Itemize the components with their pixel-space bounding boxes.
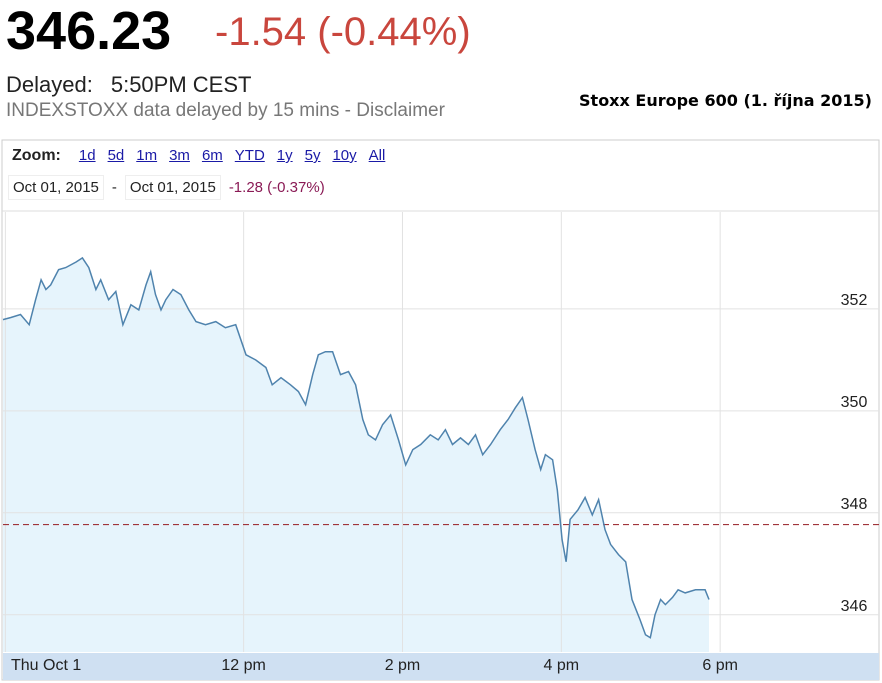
range-separator: - [111,179,117,196]
x-tick-label: 6 pm [702,657,738,674]
zoom-label: Zoom: [12,147,61,164]
date-range: Oct 01, 2015 - Oct 01, 2015 -1.28 (-0.37… [8,175,325,200]
price-change: -1.54 (-0.44%) [215,10,471,54]
zoom-option[interactable]: YTD [234,147,265,164]
price: 346.23 [6,1,172,61]
zoom-option[interactable]: 5y [304,147,321,164]
x-tick-label: Thu Oct 1 [11,657,81,674]
x-tick-label: 4 pm [544,657,580,674]
disclaimer[interactable]: INDEXSTOXX data delayed by 15 mins - Dis… [6,100,445,121]
range-change: -1.28 (-0.37%) [228,179,325,196]
price-line [2,256,710,639]
x-axis-band [3,653,879,680]
range-end[interactable]: Oct 01, 2015 [124,175,221,200]
delayed-info: Delayed: 5:50PM CEST [6,72,251,98]
x-tick-label: 12 pm [221,657,265,674]
zoom-option[interactable]: All [368,147,386,164]
y-tick-label: 348 [841,496,868,513]
zoom-option[interactable]: 1m [136,147,158,164]
range-start[interactable]: Oct 01, 2015 [8,175,104,200]
y-tick-label: 346 [841,598,868,615]
y-tick-label: 352 [841,292,868,309]
zoom-option[interactable]: 6m [201,147,223,164]
zoom-option[interactable]: 1d [78,147,96,164]
zoom-bar: Zoom: 1d 5d 1m 3m 6m YTD 1y 5y 10y All [12,147,385,165]
caption: Stoxx Europe 600 (1. října 2015) [579,91,872,110]
delayed-label: Delayed: [6,72,93,97]
y-tick-label: 350 [841,394,868,411]
zoom-option[interactable]: 10y [332,147,357,164]
delayed-time: 5:50PM CEST [110,72,252,97]
zoom-option[interactable]: 3m [169,147,190,164]
zoom-option[interactable]: 5d [107,147,125,164]
zoom-option[interactable]: 1y [276,147,293,164]
x-tick-label: 2 pm [385,657,421,674]
area-fill [3,257,709,652]
